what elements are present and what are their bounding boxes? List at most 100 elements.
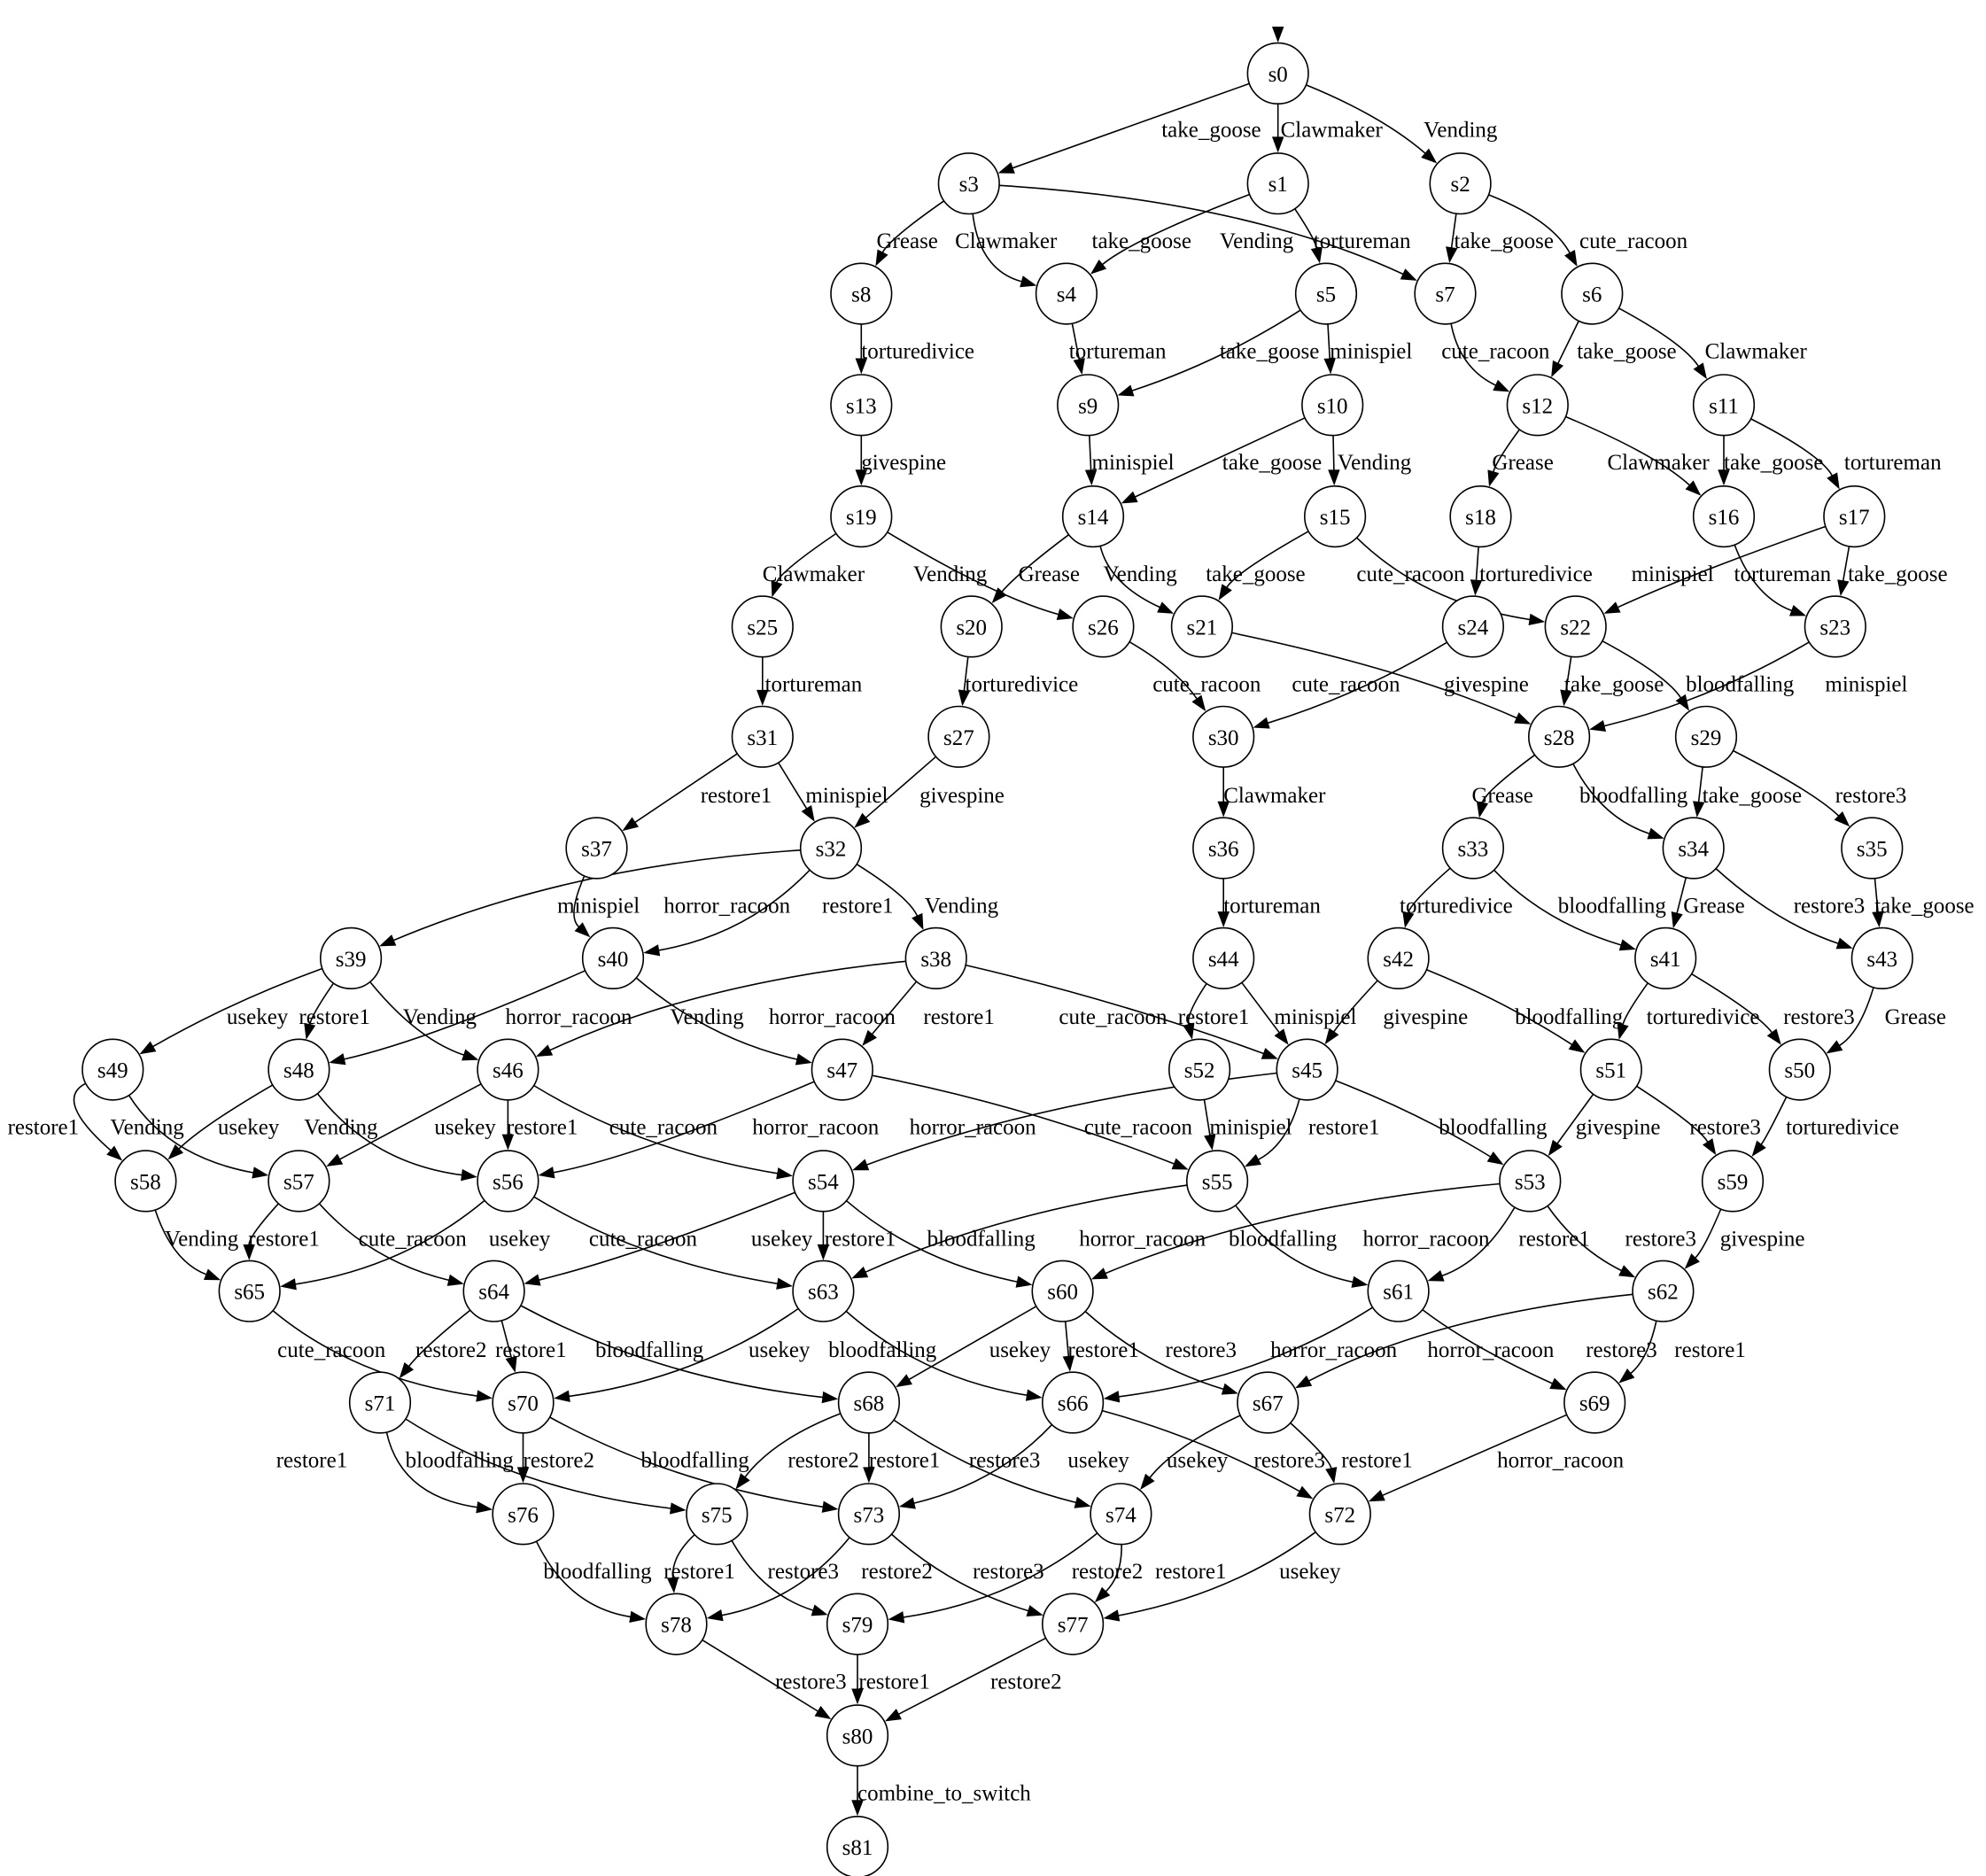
state-label: s29: [1691, 726, 1722, 750]
edge-s31-s32-arrowhead: [801, 804, 815, 822]
edge-s64-s71-line: [407, 1309, 471, 1368]
edge-s31-s37-line: [634, 753, 738, 824]
state-label: s63: [808, 1281, 839, 1305]
edge-s14-s21-arrowhead: [1157, 601, 1175, 614]
edge-s44-s45-line: [1241, 981, 1280, 1034]
state-label: s30: [1208, 726, 1239, 750]
state-circle: [1185, 1150, 1249, 1213]
edge-s3-s7: Vending: [999, 184, 1417, 281]
edge-label: Vending: [1103, 562, 1177, 586]
edge-s10-s15: Vending: [1328, 435, 1412, 486]
state-label: s68: [854, 1392, 885, 1416]
edge-s27-s32-line: [865, 756, 937, 818]
edge-s54-s64: usekey: [524, 1191, 813, 1286]
edge-s53-s60: horror_racoon: [1090, 1182, 1501, 1280]
edge-s68-s75: restore2: [735, 1413, 859, 1490]
state-node-s28: s28: [1527, 705, 1591, 768]
edge-label: restore1: [276, 1448, 348, 1472]
state-label: s55: [1202, 1170, 1233, 1194]
edge-label: minispiel: [1632, 562, 1714, 586]
edge-label: restore3: [1586, 1338, 1657, 1362]
edge-s28-s34-arrowhead: [1647, 827, 1664, 840]
state-label: s24: [1458, 616, 1489, 640]
edge-s20-s27-line: [963, 656, 969, 691]
edge-s59-s62: givespine: [1684, 1208, 1805, 1269]
edge-s38-s45: cute_racoon: [965, 964, 1278, 1059]
edge-s19-s26-line: [887, 531, 1059, 616]
state-label: s11: [1709, 394, 1739, 418]
state-label: s23: [1819, 616, 1850, 640]
state-node-s60: s60: [1031, 1260, 1094, 1322]
edge-s71-s75: bloodfalling: [405, 1418, 687, 1515]
edge-s12-s16-arrowhead: [1685, 480, 1702, 496]
edge-s19-s26: Vending: [887, 531, 1074, 620]
edge-s40-s48-line: [344, 970, 586, 1060]
edge-s0-s3: take_goose: [997, 82, 1261, 174]
edge-s29-s35: restore3: [1733, 749, 1906, 827]
state-node-s9: s9: [1057, 374, 1120, 437]
edge-label: restore3: [1625, 1227, 1697, 1251]
edge-s73-s77-line: [890, 1533, 1029, 1612]
state-node-s40: s40: [581, 926, 645, 989]
edge-s54-s63-arrowhead: [817, 1244, 830, 1260]
edge-s63-s70: usekey: [554, 1307, 811, 1402]
edge-s25-s31-arrowhead: [756, 689, 769, 706]
edge-s42-s45-arrowhead: [1324, 1027, 1339, 1045]
edge-label: horror_racoon: [506, 1005, 632, 1029]
edge-s5-s10: minispiel: [1323, 323, 1412, 375]
edge-s46-s54-arrowhead: [776, 1167, 794, 1180]
edge-s60-s67-arrowhead: [1221, 1383, 1238, 1395]
state-label: s79: [842, 1614, 873, 1638]
edge-s16-s23-line: [1734, 544, 1792, 612]
edge-label: bloodfalling: [595, 1338, 704, 1362]
edge-s34-s41: Grease: [1671, 877, 1745, 929]
edge-s62-s67: horror_racoon: [1295, 1293, 1633, 1389]
edge-s5-s9: take_goose: [1117, 309, 1319, 397]
state-circle: [1544, 595, 1607, 658]
edge-label: restore2: [787, 1448, 859, 1472]
state-circle: [1367, 926, 1430, 989]
edge-label: usekey: [1167, 1448, 1229, 1472]
edge-s53-s62-line: [1547, 1205, 1622, 1272]
edge-s45-s54: horror_racoon: [852, 1072, 1277, 1171]
edge-s6-s12-arrowhead: [1551, 360, 1564, 377]
start-arrow-arrowhead: [1271, 27, 1284, 43]
edge-s2-s7: take_goose: [1446, 213, 1554, 264]
state-circle: [1441, 595, 1504, 658]
edge-s45-s55: restore1: [1245, 1098, 1380, 1167]
edge-s20-s27: torturedivice: [958, 656, 1079, 707]
edge-s51-s59-line: [1636, 1085, 1709, 1143]
edge-label: bloodfalling: [1579, 784, 1688, 808]
state-node-s0: s0: [1246, 42, 1309, 105]
state-node-s27: s27: [927, 705, 990, 768]
edge-s73-s77-arrowhead: [1026, 1605, 1043, 1616]
edge-s26-s30-arrowhead: [1191, 694, 1206, 712]
state-node-s80: s80: [826, 1704, 889, 1767]
edge-s47-s56: horror_racoon: [538, 1081, 880, 1179]
edge-s80-s81: combine_to_switch: [851, 1765, 1031, 1817]
state-label: s39: [336, 948, 367, 972]
edge-s10-s15-line: [1332, 435, 1335, 470]
edge-label: tortureman: [1734, 562, 1832, 586]
state-circle: [477, 1150, 539, 1213]
edge-label: restore3: [1166, 1338, 1237, 1362]
edge-s78-s80-arrowhead: [814, 1705, 832, 1720]
edge-s66-s73: usekey: [898, 1423, 1129, 1509]
edge-s1-s5: tortureman: [1294, 208, 1411, 264]
state-node-s54: s54: [792, 1150, 855, 1213]
state-node-s13: s13: [830, 374, 893, 437]
edge-label: restore3: [1254, 1448, 1326, 1472]
state-circle: [799, 817, 863, 880]
state-label: s18: [1465, 506, 1496, 530]
edge-label: torturedivice: [966, 672, 1079, 696]
state-circle: [1031, 1260, 1094, 1322]
state-label: s78: [661, 1614, 692, 1638]
state-node-s72: s72: [1308, 1483, 1371, 1546]
edge-s33-s42-line: [1407, 867, 1451, 914]
state-label: s77: [1058, 1614, 1089, 1638]
state-circle: [1499, 1150, 1562, 1213]
edge-s62-s69: restore1: [1618, 1321, 1746, 1384]
edge-label: restore1: [701, 784, 772, 808]
edge-s29-s35-arrowhead: [1834, 811, 1850, 827]
state-circle: [320, 926, 383, 989]
